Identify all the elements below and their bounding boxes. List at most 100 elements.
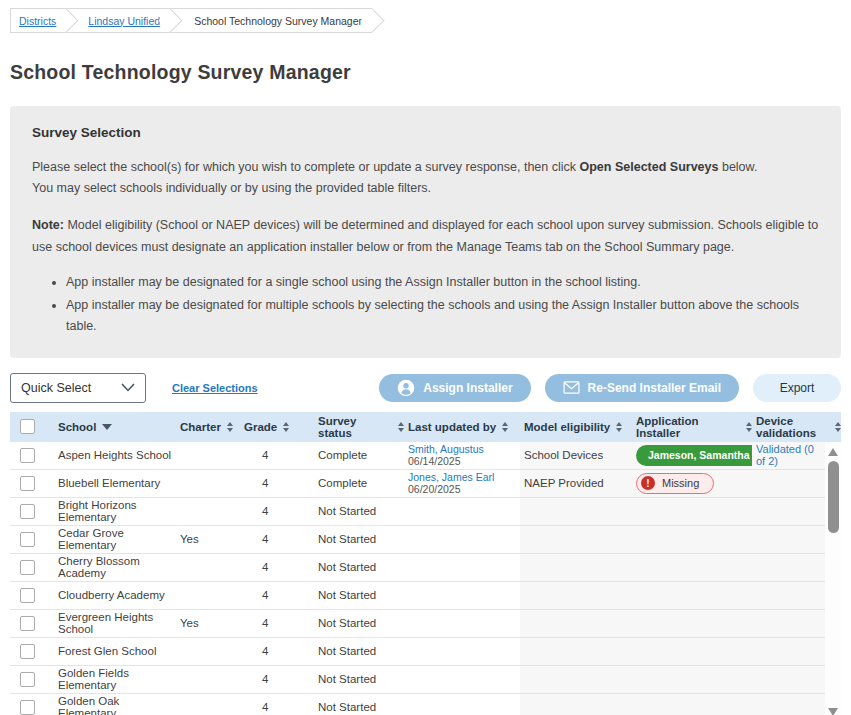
survey-status-cell: Not Started <box>314 582 404 609</box>
table-row: Cherry Blossom Academy 4 Not Started <box>10 554 841 582</box>
survey-status-cell: Complete <box>314 442 404 469</box>
column-header-last-updated-by[interactable]: Last updated by <box>404 421 520 433</box>
panel-bullet-list: App installer may be designated for a si… <box>66 272 819 338</box>
sort-icon <box>835 422 841 432</box>
last-updated-cell: Smith, Augustus 06/14/2025 <box>404 442 520 469</box>
last-updated-date: 06/20/2025 <box>408 483 461 496</box>
school-name-cell: Golden Fields Elementary <box>54 666 176 693</box>
sort-icon <box>616 422 622 432</box>
row-checkbox-cell <box>10 610 54 637</box>
row-checkbox-cell <box>10 694 54 715</box>
application-installer-cell <box>632 554 752 581</box>
breadcrumb-item-districts[interactable]: Districts <box>10 8 66 33</box>
row-checkbox[interactable] <box>20 504 35 519</box>
row-checkbox-cell <box>10 638 54 665</box>
model-eligibility-cell <box>520 666 632 693</box>
row-checkbox[interactable] <box>20 560 35 575</box>
column-label: Model eligibility <box>524 421 610 433</box>
quick-select-dropdown[interactable]: Quick Select <box>10 373 146 403</box>
breadcrumb-item-current: School Technology Survey Manager <box>170 8 372 33</box>
column-header-application-installer[interactable]: Application Installer <box>632 415 752 439</box>
sort-icon <box>227 422 233 432</box>
row-checkbox[interactable] <box>20 448 35 463</box>
school-name-cell: Forest Glen School <box>54 638 176 665</box>
assign-installer-label: Assign Installer <box>423 381 512 395</box>
charter-cell <box>176 470 240 497</box>
survey-status-cell: Not Started <box>314 638 404 665</box>
last-updated-by-link[interactable]: Smith, Augustus <box>408 443 484 456</box>
column-label: School <box>58 421 96 433</box>
charter-cell <box>176 442 240 469</box>
row-checkbox[interactable] <box>20 588 35 603</box>
school-name-cell: Cherry Blossom Academy <box>54 554 176 581</box>
breadcrumb-current-label: School Technology Survey Manager <box>194 15 362 27</box>
charter-cell <box>176 498 240 525</box>
table-row: Bright Horizons Elementary 4 Not Started <box>10 498 841 526</box>
column-header-school[interactable]: School <box>54 421 176 433</box>
envelope-icon <box>563 381 580 394</box>
school-name-cell: Bluebell Elementary <box>54 470 176 497</box>
last-updated-cell <box>404 638 520 665</box>
column-header-grade[interactable]: Grade <box>240 421 314 433</box>
breadcrumb-link-districts[interactable]: Districts <box>19 15 56 27</box>
scroll-up-icon[interactable] <box>828 448 838 456</box>
installer-missing-badge[interactable]: ! Missing <box>636 473 714 494</box>
row-checkbox-cell <box>10 554 54 581</box>
application-installer-cell <box>632 526 752 553</box>
school-name-cell: Golden Oak Elementary <box>54 694 176 715</box>
last-updated-by-link[interactable]: Jones, James Earl <box>408 471 494 484</box>
application-installer-cell <box>632 582 752 609</box>
row-checkbox-cell <box>10 498 54 525</box>
assign-installer-button[interactable]: Assign Installer <box>379 374 530 402</box>
table-row: Golden Fields Elementary 4 Not Started <box>10 666 841 694</box>
resend-installer-email-button[interactable]: Re-Send Installer Email <box>545 374 739 402</box>
breadcrumb-link-lindsay-unified[interactable]: Lindsay Unified <box>88 15 160 27</box>
sort-desc-icon <box>102 424 112 430</box>
device-validations-link[interactable]: Validated (0 of 2) <box>756 443 823 467</box>
select-all-cell <box>10 412 54 442</box>
column-header-charter[interactable]: Charter <box>176 421 240 433</box>
panel-bullet: App installer may be designated for mult… <box>66 295 819 338</box>
row-checkbox[interactable] <box>20 700 35 715</box>
breadcrumb-arrow-icon <box>360 8 384 32</box>
application-installer-cell: Jameson, Samantha <box>632 442 752 469</box>
scroll-down-icon[interactable] <box>828 708 838 715</box>
column-label: Device validations <box>756 415 829 439</box>
breadcrumb-item-district-name[interactable]: Lindsay Unified <box>66 8 170 33</box>
grade-cell: 4 <box>240 638 314 665</box>
school-name-cell: Cedar Grove Elementary <box>54 526 176 553</box>
model-eligibility-cell <box>520 526 632 553</box>
clear-selections-link[interactable]: Clear Selections <box>172 382 258 394</box>
scrollbar-thumb[interactable] <box>828 461 839 533</box>
sort-icon <box>283 422 289 432</box>
grade-cell: 4 <box>240 442 314 469</box>
row-checkbox-cell <box>10 666 54 693</box>
row-checkbox[interactable] <box>20 672 35 687</box>
panel-bullet: App installer may be designated for a si… <box>66 272 819 293</box>
panel-note: Note: Model eligibility (School or NAEP … <box>32 215 819 258</box>
column-header-device-validations[interactable]: Device validations <box>752 415 841 439</box>
select-all-checkbox[interactable] <box>20 419 35 434</box>
row-checkbox[interactable] <box>20 476 35 491</box>
column-header-survey-status[interactable]: Survey status <box>314 415 404 439</box>
grade-cell: 4 <box>240 666 314 693</box>
table-scrollbar[interactable] <box>825 442 841 715</box>
row-checkbox[interactable] <box>20 532 35 547</box>
quick-select-label: Quick Select <box>21 381 91 395</box>
row-checkbox[interactable] <box>20 644 35 659</box>
application-installer-cell <box>632 610 752 637</box>
table-row: Forest Glen School 4 Not Started <box>10 638 841 666</box>
table-row: Aspen Heights School 4 Complete Smith, A… <box>10 442 841 470</box>
installer-missing-label: Missing <box>662 477 699 489</box>
application-installer-cell <box>632 498 752 525</box>
row-checkbox[interactable] <box>20 616 35 631</box>
grade-cell: 4 <box>240 498 314 525</box>
row-checkbox-cell <box>10 526 54 553</box>
school-name-cell: Cloudberry Academy <box>54 582 176 609</box>
model-eligibility-cell <box>520 610 632 637</box>
last-updated-cell <box>404 694 520 715</box>
column-header-model-eligibility[interactable]: Model eligibility <box>520 421 632 433</box>
charter-cell: Yes <box>176 610 240 637</box>
export-button[interactable]: Export <box>753 374 841 402</box>
table-toolbar: Quick Select Clear Selections Assign Ins… <box>10 372 841 404</box>
